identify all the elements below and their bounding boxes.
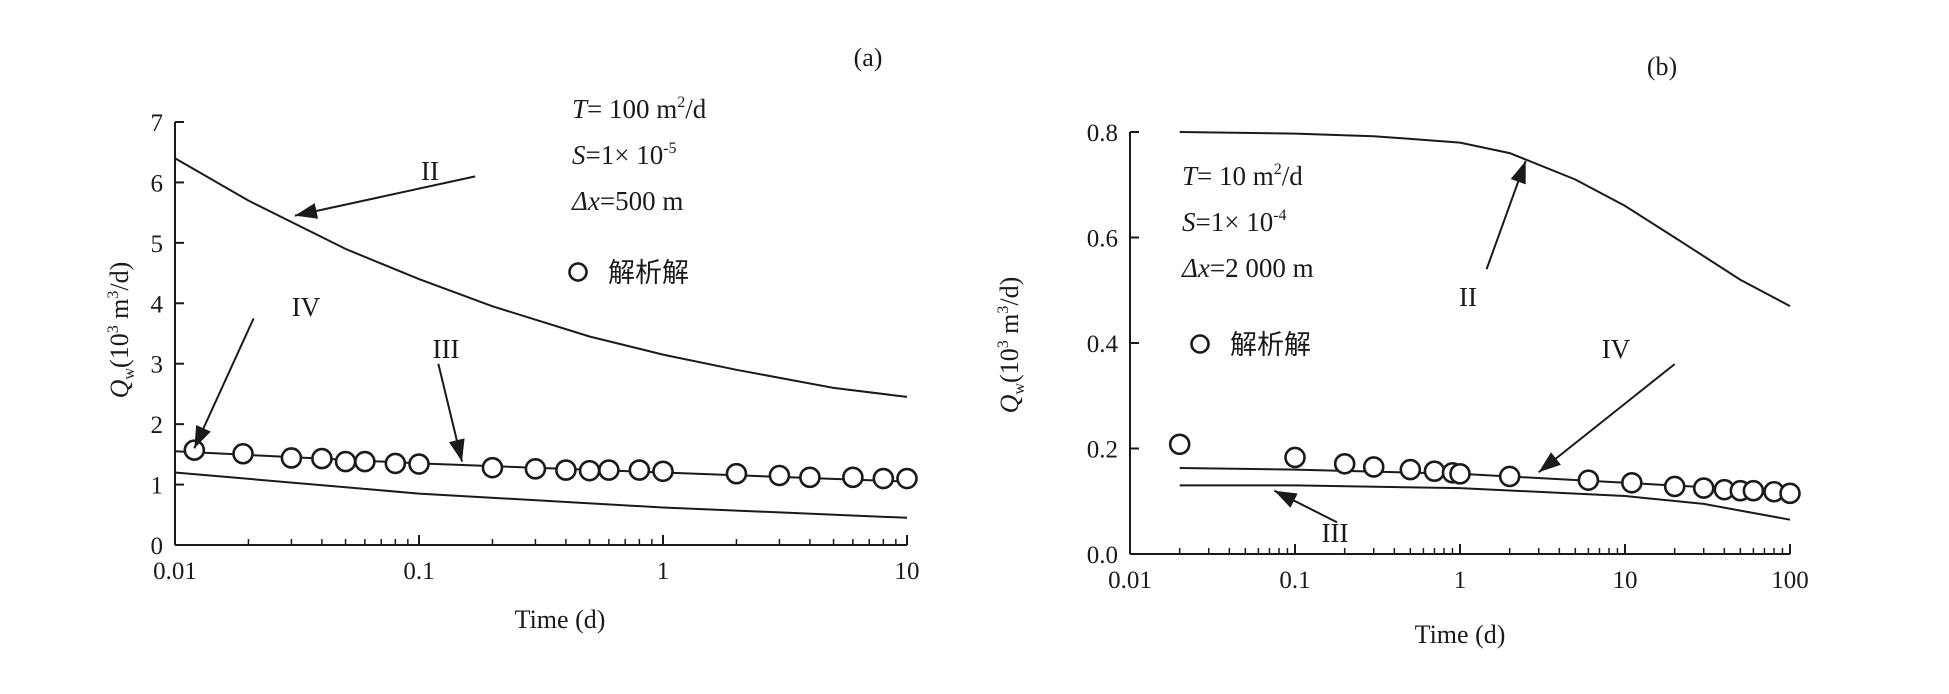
analytical-point [1577, 469, 1600, 491]
analytical-point [578, 459, 601, 482]
analytical-point [1399, 458, 1422, 481]
series-line-II [174, 157, 908, 398]
analytical-point [232, 442, 254, 465]
legend-marker [1190, 334, 1210, 354]
analytical-point [1168, 433, 1191, 456]
x-tick-label: 1 [1454, 567, 1467, 594]
analytical-point [1663, 475, 1686, 498]
x-tick-label: 0.1 [1279, 567, 1310, 594]
arrowhead [294, 203, 319, 219]
series-line-III [174, 471, 908, 519]
arrowhead [1510, 161, 1526, 185]
panel-label: (b) [1647, 52, 1677, 81]
analytical-point [524, 458, 547, 480]
arrowhead [1538, 452, 1561, 473]
param-3: Δx=500 m [571, 186, 683, 216]
series-line-II [1179, 131, 1791, 307]
param-1: T= 100 m2/d [572, 94, 707, 124]
panel-a: 0 1 2 3 4 5 6 7 0.01 0.1 1 10 II IV III (a) T= 100 m2/d S… [105, 43, 920, 634]
analytical-point [598, 459, 620, 481]
y-tick-label: 0.4 [1087, 331, 1119, 358]
y-tick-label: 3 [151, 352, 164, 379]
analytical-point [555, 459, 577, 481]
curve-label-iv: IV [292, 292, 321, 322]
analytical-point [408, 453, 430, 475]
analytical-point [1621, 471, 1643, 494]
analytical-point [628, 459, 651, 481]
panel-b: 0.0 0.2 0.4 0.6 0.8 0.01 0.1 1 10 100 II IV III (b) T=… [995, 52, 1809, 649]
y-axis-title: Qw(103 m3/d) [105, 262, 138, 399]
analytical-point [652, 460, 674, 483]
x-axis-title: Time (d) [515, 605, 606, 634]
legend-label: 解析解 [608, 258, 689, 289]
curve-label-ii: II [1459, 282, 1477, 312]
y-tick-label: 0.0 [1087, 542, 1118, 569]
analytical-point [1498, 465, 1521, 488]
analytical-point [1333, 452, 1356, 475]
param-3: Δx=2 000 m [1181, 253, 1314, 283]
param-2: S=1× 10-4 [1182, 207, 1287, 237]
legend-marker [568, 262, 588, 282]
y-tick-label: 2 [151, 412, 164, 439]
arrowhead [449, 438, 465, 462]
analytical-point [280, 447, 303, 469]
x-tick-label: 0.01 [1108, 567, 1152, 594]
arrow-iv [1538, 363, 1676, 474]
y-axis-title: Qw(103 m3/d) [995, 277, 1028, 414]
analytical-point [384, 452, 407, 475]
y-tick-label: 0 [151, 533, 164, 560]
param-2: S=1× 10-5 [572, 140, 677, 170]
analytical-point [1692, 477, 1715, 499]
analytical-point [1742, 479, 1765, 502]
x-tick-label: 0.01 [153, 558, 197, 585]
analytical-point [872, 467, 895, 490]
curve-label-iii: III [433, 334, 460, 364]
y-tick-label: 4 [151, 291, 164, 318]
y-tick-label: 0.8 [1087, 120, 1118, 147]
curve-label-iv: IV [1602, 334, 1631, 364]
arrow-ii [294, 175, 476, 217]
analytical-point [1423, 460, 1446, 482]
y-tick-label: 7 [151, 110, 164, 137]
curve-label-iii: III [1322, 518, 1349, 548]
analytical-point [725, 462, 748, 485]
arrowhead [1274, 490, 1298, 508]
x-tick-label: 0.1 [403, 558, 434, 585]
x-tick-label: 1 [657, 558, 670, 585]
y-tick-label: 1 [151, 473, 164, 500]
analytical-point [1362, 456, 1385, 478]
arrow-iv [193, 317, 255, 449]
y-tick-label: 0.6 [1087, 226, 1118, 253]
analytical-point [481, 456, 504, 479]
y-tick-label: 0.2 [1087, 437, 1118, 464]
analytical-point [1779, 482, 1801, 505]
y-tick-label: 5 [151, 231, 164, 258]
analytical-point [896, 467, 918, 490]
analytical-point [768, 464, 791, 487]
x-tick-label: 10 [1613, 567, 1638, 594]
arrowhead [194, 424, 211, 449]
x-tick-label: 100 [1771, 567, 1809, 594]
analytical-point [334, 450, 357, 473]
analytical-point [311, 447, 333, 470]
analytical-point [1449, 463, 1471, 485]
analytical-point [183, 439, 206, 461]
analytical-point [1284, 446, 1306, 469]
analytical-point [354, 450, 376, 473]
analytical-point [799, 466, 821, 489]
panel-label: (a) [854, 43, 883, 72]
x-axis-title: Time (d) [1415, 620, 1506, 649]
analytical-point [842, 466, 864, 489]
legend-label: 解析解 [1230, 330, 1311, 361]
param-1: T= 10 m2/d [1182, 161, 1303, 191]
series-line-III [1179, 484, 1791, 521]
curve-label-ii: II [421, 156, 439, 186]
y-tick-label: 6 [151, 170, 164, 197]
x-tick-label: 10 [895, 558, 920, 585]
